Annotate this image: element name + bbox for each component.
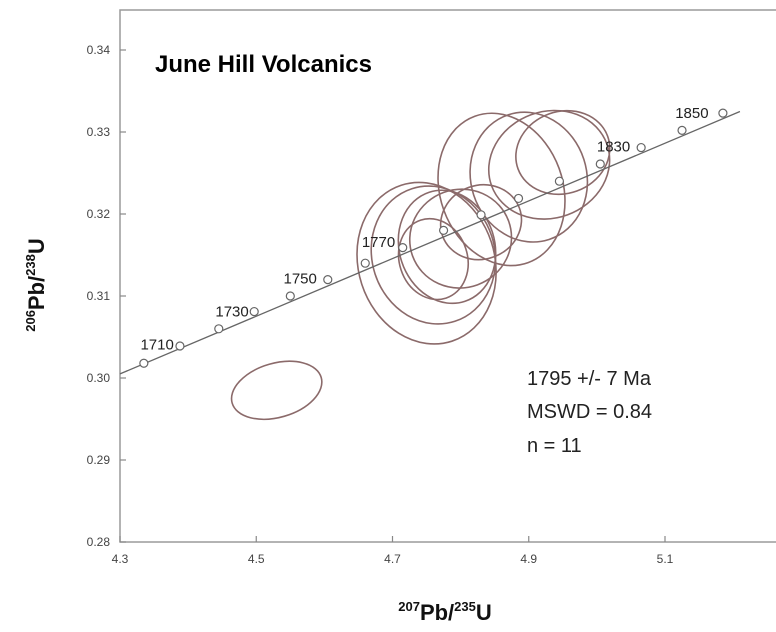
- y-tick-label: 0.30: [87, 371, 111, 385]
- concordia-age-marker: [476, 210, 486, 220]
- concordia-age-label: 1730: [215, 304, 248, 321]
- error-ellipse: [397, 189, 497, 305]
- error-ellipses: [230, 109, 611, 421]
- concordia-age-marker: [636, 142, 646, 153]
- y-tick-label: 0.28: [87, 535, 111, 549]
- y-axis-element-1: Pb/: [24, 276, 49, 310]
- x-axis-ticks: 4.3 4.5 4.7 4.9 5.1: [112, 536, 674, 566]
- concordia-age-marker: [360, 258, 370, 268]
- n-annotation: n = 11: [527, 435, 582, 457]
- y-axis-mass-1: 206: [23, 310, 38, 332]
- y-tick-label: 0.34: [87, 43, 111, 57]
- concordia-age-label: 1770: [362, 234, 395, 251]
- error-ellipse: [408, 188, 513, 289]
- concordia-age-marker: [323, 275, 333, 285]
- error-ellipse: [439, 184, 523, 261]
- y-tick-label: 0.29: [87, 453, 111, 467]
- chart-title: June Hill Volcanics: [155, 51, 372, 78]
- plot-frame: [119, 9, 776, 543]
- y-tick-label: 0.31: [87, 289, 111, 303]
- error-ellipse: [469, 111, 589, 243]
- concordia-age-label: 1750: [284, 271, 317, 288]
- x-axis-title: 207Pb/235U: [398, 599, 492, 625]
- x-axis-mass-2: 235: [454, 599, 476, 614]
- x-tick-label: 4.3: [112, 552, 129, 566]
- concordia-age-marker: [249, 306, 259, 317]
- concordia-age-marker: [398, 243, 408, 253]
- x-tick-label: 5.1: [657, 552, 674, 566]
- y-axis-element-2: U: [24, 238, 49, 254]
- concordia-age-marker: [214, 324, 224, 334]
- concordia-age-marker: [139, 358, 149, 368]
- error-ellipse: [230, 360, 323, 421]
- mswd-annotation: MSWD = 0.84: [527, 401, 652, 423]
- concordia-age-marker: [718, 108, 728, 118]
- concordia-age-marker: [595, 159, 605, 169]
- error-ellipse: [397, 217, 469, 301]
- x-tick-label: 4.7: [384, 552, 401, 566]
- concordia-age-marker: [513, 193, 524, 204]
- concordia-line: [119, 110, 741, 375]
- y-tick-label: 0.32: [87, 207, 111, 221]
- concordia-curve: [119, 108, 741, 375]
- concordia-age-label: 1850: [675, 105, 708, 122]
- x-axis-element-2: U: [476, 600, 492, 625]
- concordia-age-marker: [677, 125, 687, 135]
- y-axis-ticks: 0.28 0.29 0.30 0.31 0.32 0.33 0.34: [87, 43, 126, 549]
- concordia-age-marker: [285, 291, 295, 301]
- x-axis-mass-1: 207: [398, 599, 420, 614]
- age-annotation: 1795 +/- 7 Ma: [527, 368, 652, 390]
- error-ellipse: [515, 109, 611, 196]
- error-ellipse: [356, 181, 497, 345]
- concordia-age-label: 1830: [597, 139, 630, 156]
- concordia-age-marker: [175, 341, 185, 351]
- x-tick-label: 4.9: [520, 552, 537, 566]
- y-axis-mass-2: 238: [23, 254, 38, 276]
- concordia-age-marker: [438, 225, 449, 235]
- x-axis-element-1: Pb/: [420, 600, 454, 625]
- error-ellipse: [370, 185, 497, 325]
- y-tick-label: 0.33: [87, 125, 111, 139]
- y-axis-title: 206Pb/238U: [23, 238, 49, 332]
- x-tick-label: 4.5: [248, 552, 265, 566]
- concordia-age-labels: 1710 1730 1750 1770 1830 1850: [140, 105, 708, 353]
- concordia-age-marker: [554, 176, 565, 186]
- concordia-age-label: 1710: [140, 336, 173, 353]
